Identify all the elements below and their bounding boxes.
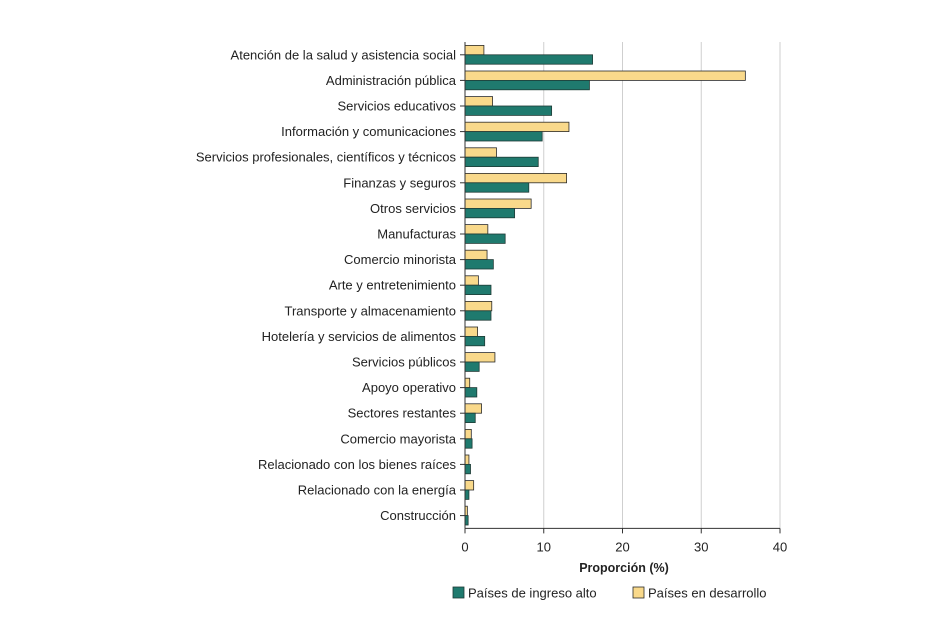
bar-high-income — [464, 259, 494, 270]
grid-lines — [543, 42, 781, 529]
bar-high-income — [464, 207, 516, 219]
bar-high-income — [464, 284, 492, 296]
bar-developing — [464, 172, 567, 184]
category-label: Finanzas y seguros — [343, 175, 456, 190]
bar-high-income — [464, 105, 553, 116]
category-label: Relacionado con la energía — [298, 483, 457, 498]
legend-label: Países de ingreso alto — [468, 586, 597, 601]
bar-developing — [464, 428, 472, 440]
bar-high-income — [464, 310, 492, 321]
bar-developing — [464, 403, 482, 414]
bar-developing — [464, 275, 479, 286]
category-label: Información y comunicaciones — [281, 124, 456, 139]
bar-developing — [464, 70, 746, 81]
bar-developing — [464, 224, 489, 235]
bar-high-income — [464, 412, 476, 424]
category-label: Administración pública — [326, 73, 457, 88]
category-label: Apoyo operativo — [362, 380, 456, 395]
bar-high-income — [464, 489, 470, 500]
legend-swatch-high-income — [452, 586, 465, 599]
bar-developing — [464, 480, 475, 491]
bar-developing — [464, 45, 485, 56]
category-label: Relacionado con los bienes raíces — [258, 457, 457, 472]
bar-high-income — [464, 54, 593, 65]
bar-developing — [464, 198, 532, 209]
category-label: Manufacturas — [377, 227, 456, 242]
category-label: Otros servicios — [370, 201, 456, 216]
bar-high-income — [464, 335, 486, 347]
x-tick-label: 20 — [615, 539, 629, 554]
bar-developing — [464, 377, 471, 389]
bar-developing — [464, 147, 497, 158]
category-label: Construcción — [380, 508, 456, 523]
category-labels: Atención de la salud y asistencia social… — [196, 47, 457, 523]
bar-developing — [464, 300, 493, 312]
bar-developing — [464, 454, 470, 465]
category-label: Hotelería y servicios de alimentos — [262, 329, 457, 344]
legend-swatch-developing — [632, 586, 645, 599]
x-axis-title: Proporción (%) — [579, 561, 669, 575]
bar-developing — [464, 326, 479, 337]
x-tick-label: 40 — [773, 539, 787, 554]
category-label: Sectores restantes — [348, 406, 457, 421]
legend: Países de ingreso alto Países en desarrol… — [452, 586, 767, 601]
category-label: Transporte y almacenamiento — [285, 303, 457, 318]
bar-high-income — [464, 387, 478, 398]
category-label: Arte y entretenimiento — [329, 278, 456, 293]
bar-high-income — [464, 438, 473, 449]
category-label: Servicios profesionales, científicos y t… — [196, 150, 457, 165]
x-tick-label: 10 — [537, 539, 551, 554]
bar-high-income — [464, 80, 590, 91]
legend-label: Países en desarrollo — [648, 586, 767, 601]
x-tick-label: 0 — [461, 539, 468, 554]
category-label: Servicios públicos — [352, 355, 457, 370]
bar-high-income — [464, 233, 506, 244]
bar-developing — [464, 121, 570, 132]
x-tick-labels: 0 10 20 30 40 — [461, 539, 787, 554]
bar-developing — [464, 96, 493, 107]
axes — [460, 42, 781, 534]
bar-high-income — [464, 361, 480, 372]
bar-high-income — [464, 463, 471, 475]
category-label: Servicios educativos — [338, 99, 457, 114]
category-label: Atención de la salud y asistencia social — [231, 47, 457, 62]
bar-high-income — [464, 182, 530, 193]
bar-developing — [464, 249, 488, 260]
category-label: Comercio mayorista — [340, 431, 456, 446]
bar-developing — [464, 352, 496, 363]
x-tick-label: 30 — [694, 539, 708, 554]
bars — [464, 45, 746, 526]
bar-high-income — [464, 131, 543, 142]
category-label: Comercio minorista — [344, 252, 457, 267]
bar-high-income — [464, 156, 539, 167]
